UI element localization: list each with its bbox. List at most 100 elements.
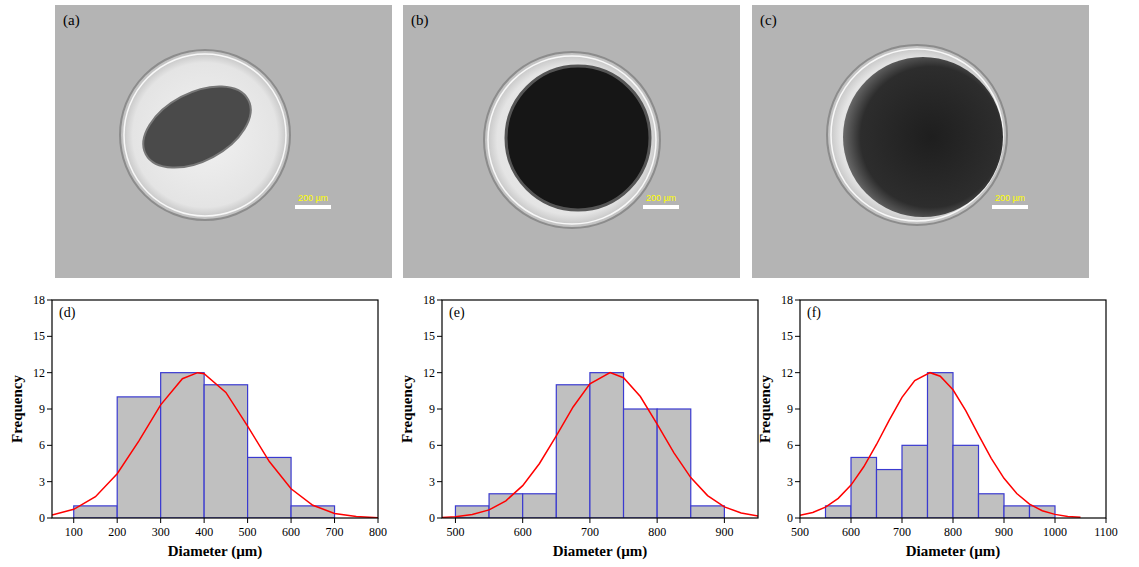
x-tick bbox=[117, 518, 118, 523]
histogram-bar bbox=[624, 409, 658, 518]
marks bbox=[52, 373, 378, 518]
scale-bar-label: 200 µm bbox=[646, 193, 676, 203]
x-tick bbox=[1004, 518, 1005, 523]
y-tick-label: 18 bbox=[781, 293, 793, 307]
x-tick-label: 500 bbox=[791, 525, 809, 539]
y-tick-label: 3 bbox=[429, 475, 435, 489]
y-tick-label: 12 bbox=[423, 366, 435, 380]
x-tick bbox=[247, 518, 248, 523]
histogram-bar bbox=[1004, 506, 1030, 518]
panel-label: (d) bbox=[59, 305, 76, 321]
x-axis-title: Diameter (µm) bbox=[906, 543, 1001, 560]
scale-bar-label: 200 µm bbox=[298, 193, 328, 203]
scale-bar bbox=[643, 205, 679, 209]
y-tick bbox=[437, 518, 442, 519]
x-tick bbox=[902, 518, 903, 523]
capsule-shell bbox=[827, 45, 1007, 225]
histogram-bar bbox=[928, 373, 954, 518]
x-tick bbox=[851, 518, 852, 523]
histogram-bar bbox=[953, 445, 979, 518]
capsule-core bbox=[843, 57, 1003, 217]
scale-bar bbox=[295, 205, 331, 209]
y-tick-label: 15 bbox=[781, 329, 793, 343]
x-tick bbox=[455, 518, 456, 523]
micrograph-background bbox=[403, 5, 740, 278]
x-tick bbox=[1055, 518, 1056, 523]
histogram-bar bbox=[877, 470, 903, 518]
x-tick-label: 100 bbox=[65, 525, 83, 539]
y-tick bbox=[437, 481, 442, 482]
y-tick-label: 0 bbox=[787, 511, 793, 525]
capsule-shell bbox=[484, 52, 660, 228]
x-tick bbox=[334, 518, 335, 523]
histogram-bar bbox=[248, 457, 291, 518]
histogram-bar bbox=[979, 494, 1005, 518]
x-tick bbox=[1106, 518, 1107, 523]
plot-area bbox=[52, 300, 378, 518]
histogram-bar bbox=[291, 506, 334, 518]
y-axis-title: Frequency bbox=[757, 374, 773, 443]
y-tick bbox=[795, 481, 800, 482]
x-tick bbox=[589, 518, 590, 523]
panel-label: (b) bbox=[411, 12, 429, 29]
histogram-bar bbox=[204, 385, 247, 518]
plot-frame bbox=[800, 300, 1106, 518]
x-tick bbox=[73, 518, 74, 523]
y-tick-label: 15 bbox=[423, 329, 435, 343]
x-tick-label: 700 bbox=[326, 525, 344, 539]
scale-bar bbox=[992, 205, 1028, 209]
y-tick-label: 18 bbox=[423, 293, 435, 307]
fit-curve bbox=[800, 373, 1081, 518]
histogram-bar bbox=[826, 506, 852, 518]
y-tick bbox=[47, 300, 52, 301]
y-tick-label: 6 bbox=[39, 438, 45, 452]
capsule-core bbox=[506, 66, 650, 210]
panel-label: (e) bbox=[449, 305, 465, 321]
x-tick bbox=[160, 518, 161, 523]
y-tick-label: 9 bbox=[39, 402, 45, 416]
x-tick-label: 500 bbox=[446, 525, 464, 539]
x-tick-label: 700 bbox=[581, 525, 599, 539]
y-tick-label: 6 bbox=[787, 438, 793, 452]
x-tick-label: 900 bbox=[715, 525, 733, 539]
marks bbox=[800, 373, 1081, 518]
histogram-bar bbox=[489, 494, 523, 518]
y-tick-label: 3 bbox=[39, 475, 45, 489]
histogram-panel: 5006007008009000369121518(e)Diameter (µm… bbox=[399, 293, 758, 560]
x-tick-label: 500 bbox=[239, 525, 257, 539]
y-tick-label: 18 bbox=[33, 293, 45, 307]
y-tick bbox=[47, 409, 52, 410]
micrograph-background bbox=[752, 5, 1089, 278]
plot-frame bbox=[442, 300, 758, 518]
x-tick-label: 800 bbox=[369, 525, 387, 539]
y-tick-label: 15 bbox=[33, 329, 45, 343]
y-tick bbox=[437, 372, 442, 373]
capsule-rim bbox=[124, 54, 286, 216]
capsule-rim bbox=[488, 56, 656, 224]
x-axis-title: Diameter (µm) bbox=[553, 543, 648, 560]
histogram-bar bbox=[1030, 506, 1056, 518]
micrograph-background bbox=[55, 5, 392, 278]
plot-area bbox=[800, 300, 1106, 518]
y-tick bbox=[47, 518, 52, 519]
plot-frame bbox=[52, 300, 378, 518]
y-tick-label: 12 bbox=[781, 366, 793, 380]
y-tick bbox=[437, 336, 442, 337]
y-tick bbox=[437, 409, 442, 410]
histogram-bar bbox=[161, 373, 204, 518]
y-tick bbox=[47, 481, 52, 482]
y-tick-label: 9 bbox=[429, 402, 435, 416]
y-tick bbox=[795, 409, 800, 410]
y-tick-label: 12 bbox=[33, 366, 45, 380]
plot-area bbox=[442, 300, 758, 518]
y-axis-title: Frequency bbox=[9, 374, 25, 443]
histogram-bar bbox=[556, 385, 590, 518]
histogram-bar bbox=[657, 409, 691, 518]
x-tick bbox=[291, 518, 292, 523]
y-tick-label: 0 bbox=[429, 511, 435, 525]
x-tick-label: 900 bbox=[995, 525, 1013, 539]
histogram-panel: 1002003004005006007008000369121518(d)Dia… bbox=[9, 293, 387, 560]
y-tick bbox=[437, 300, 442, 301]
y-tick bbox=[795, 300, 800, 301]
fit-curve bbox=[442, 373, 758, 518]
